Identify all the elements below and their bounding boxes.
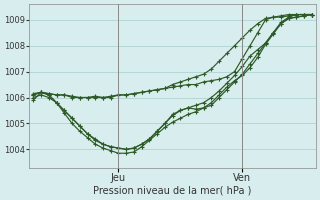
X-axis label: Pression niveau de la mer( hPa ): Pression niveau de la mer( hPa )	[93, 186, 252, 196]
